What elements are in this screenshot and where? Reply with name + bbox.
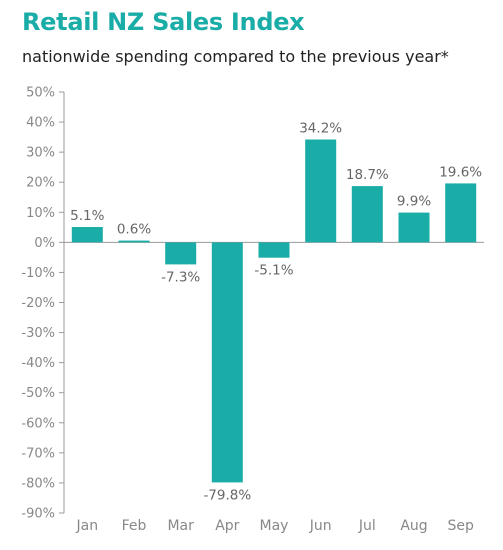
x-tick-label-sep: Sep (447, 518, 474, 534)
data-label-jan: 5.1% (70, 208, 104, 224)
y-tick-label: 40% (26, 116, 55, 131)
chart-axes: 50% 40% 30% 20% 10% 0% -10% -20% -30% -40% -50% -60… (21, 86, 484, 522)
bar-jun (305, 139, 337, 243)
bar-feb (118, 240, 150, 243)
y-tick-label: -20% (21, 296, 55, 311)
data-label-jun: 34.2% (299, 121, 342, 137)
x-tick-label-jun: Jun (309, 518, 332, 534)
bar-jan (71, 227, 103, 243)
x-tick-label-feb: Feb (122, 518, 147, 534)
x-tick-label-apr: Apr (215, 518, 239, 534)
y-tick-label: -10% (21, 266, 55, 281)
x-tick-label-jul: Jul (358, 518, 376, 534)
y-tick-label: -70% (21, 446, 55, 461)
y-tick-label: -60% (21, 416, 55, 431)
data-label-aug: 9.9% (397, 194, 431, 210)
y-tick-label: 30% (26, 146, 55, 161)
y-tick-label: -90% (21, 507, 55, 522)
y-tick-label: 20% (26, 176, 55, 191)
bar-mar (165, 242, 197, 265)
x-tick-label-jan: Jan (76, 518, 99, 534)
chart-bars (71, 139, 477, 483)
x-tick-label-mar: Mar (167, 518, 194, 534)
y-tick-label: 0% (34, 236, 55, 251)
x-tick-label-aug: Aug (400, 518, 427, 534)
data-label-apr: -79.8% (203, 487, 251, 503)
x-tick-label-may: May (260, 518, 289, 534)
chart-labels: 5.1% Jan 0.6% Feb -7.3% Mar -79.8% Apr -5.1% May 3… (70, 121, 482, 535)
chart-subtitle: nationwide spending compared to the prev… (22, 47, 449, 66)
bar-sep (445, 183, 477, 243)
y-tick-label: -80% (21, 476, 55, 491)
data-label-jul: 18.7% (346, 167, 389, 183)
data-label-feb: 0.6% (117, 222, 151, 238)
y-tick-label: -50% (21, 386, 55, 401)
chart-title: Retail NZ Sales Index (22, 8, 305, 36)
bar-may (258, 242, 290, 258)
data-label-mar: -7.3% (161, 269, 200, 285)
y-tick-label: -30% (21, 326, 55, 341)
bar-aug (398, 212, 430, 243)
bar-jul (351, 186, 383, 243)
bar-apr (211, 242, 243, 483)
data-label-may: -5.1% (254, 263, 293, 279)
y-tick-label: 50% (26, 86, 55, 101)
y-tick-label: 10% (26, 206, 55, 221)
y-tick-label: -40% (21, 356, 55, 371)
data-label-sep: 19.6% (439, 164, 482, 180)
